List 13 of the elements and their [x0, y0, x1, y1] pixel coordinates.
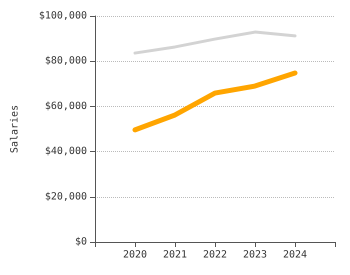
- x-tick-label: 2024: [282, 250, 308, 260]
- x-tick-label: 2023: [242, 250, 268, 260]
- y-tick-label: $60,000: [44, 100, 87, 112]
- y-axis-title: Salaries: [10, 104, 20, 154]
- x-tick-label: 2021: [162, 250, 188, 260]
- y-tick-label: $80,000: [44, 56, 87, 67]
- x-tick-label: 2022: [202, 250, 228, 260]
- line-series: [134, 30, 296, 55]
- y-tick-label: $0: [74, 236, 87, 248]
- y-tick-label: $40,000: [44, 146, 87, 158]
- x-tick-label: 2020: [122, 250, 148, 260]
- y-tick-label: $100,000: [38, 10, 87, 22]
- y-tick-label: $20,000: [44, 191, 87, 202]
